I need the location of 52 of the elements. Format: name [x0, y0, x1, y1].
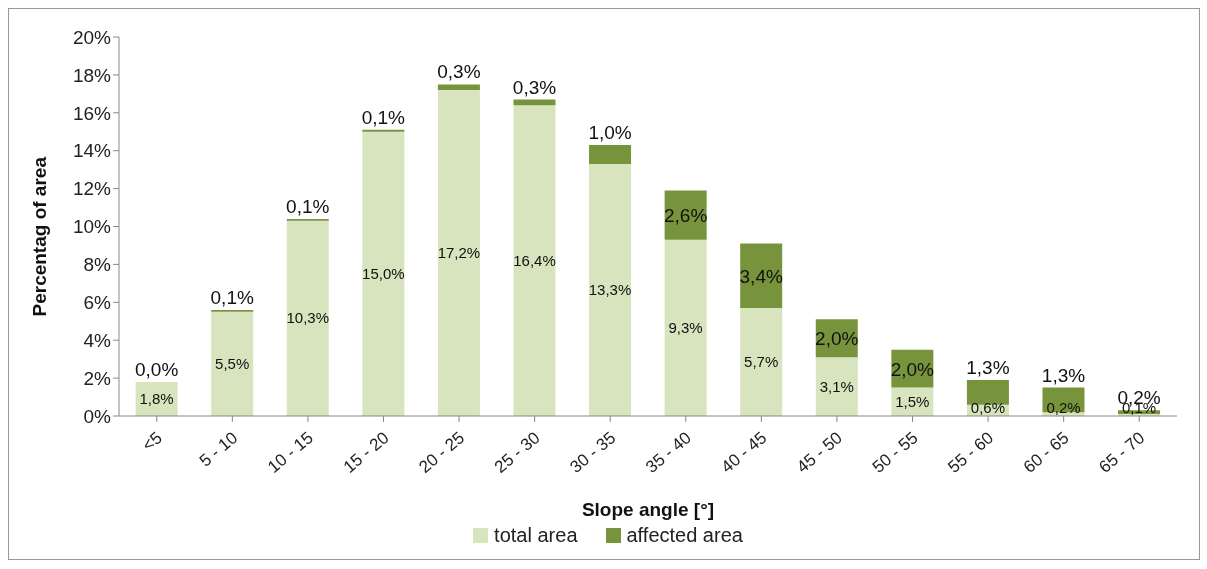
- y-tick-label: 16%: [72, 102, 112, 124]
- data-label: 1,3%: [966, 356, 1010, 378]
- data-label: 0,6%: [970, 399, 1006, 416]
- data-label: 1,8%: [139, 389, 174, 407]
- data-label: 13,3%: [588, 280, 632, 298]
- data-label: 1,3%: [1041, 364, 1086, 386]
- x-tick-label: 65 - 70: [1095, 428, 1149, 477]
- x-tick-label: 35 - 40: [642, 428, 695, 477]
- data-label: 15,0%: [362, 264, 405, 282]
- x-tick-label: 10 - 15: [264, 428, 317, 477]
- y-axis-title: Percentag of area: [28, 156, 50, 317]
- y-tick-label: 18%: [72, 64, 112, 86]
- data-label: 0,1%: [210, 286, 254, 308]
- y-tick-label: 8%: [83, 254, 112, 276]
- x-tick-label: 30 - 35: [566, 428, 620, 477]
- data-label: 5,7%: [744, 352, 779, 370]
- data-label: 0,2%: [1046, 399, 1081, 416]
- x-tick-label: 60 - 65: [1019, 428, 1073, 477]
- x-tick-label: 5 - 10: [195, 428, 242, 471]
- data-label: 0,3%: [437, 61, 481, 83]
- y-tick-label: 0%: [83, 405, 112, 427]
- y-tick-label: 20%: [72, 26, 112, 48]
- data-label: 1,5%: [895, 392, 930, 410]
- x-tick-label: 45 - 50: [793, 428, 846, 477]
- x-tick-label: 55 - 60: [944, 428, 998, 477]
- data-label: 2,0%: [815, 328, 859, 350]
- data-label: 5,5%: [215, 354, 250, 372]
- data-label: 3,1%: [819, 377, 854, 395]
- data-label: 0,3%: [512, 76, 557, 98]
- y-tick-label: 10%: [72, 216, 112, 238]
- x-tick-label: <5: [138, 428, 166, 456]
- data-label: 17,2%: [437, 244, 481, 262]
- data-label: 1,0%: [588, 122, 632, 144]
- data-label: 9,3%: [668, 318, 703, 336]
- y-tick-label: 12%: [72, 178, 112, 200]
- data-label: 10,3%: [286, 309, 330, 327]
- x-tick-label: 15 - 20: [339, 428, 393, 477]
- x-tick-label: 50 - 55: [868, 428, 922, 477]
- legend-label: affected area: [625, 524, 743, 547]
- y-tick-label: 6%: [83, 292, 112, 314]
- x-tick-label: 25 - 30: [490, 428, 544, 477]
- y-tick-label: 4%: [83, 329, 112, 351]
- data-label: 0,1%: [361, 106, 406, 128]
- x-axis-title: Slope angle [°]: [581, 499, 715, 520]
- y-tick-label: 14%: [72, 140, 112, 162]
- data-label: 16,4%: [513, 251, 556, 269]
- x-tick-label: 20 - 25: [415, 428, 469, 477]
- data-label: 0,1%: [286, 195, 330, 217]
- data-label: 0,0%: [134, 358, 179, 380]
- y-tick-label: 2%: [83, 367, 112, 389]
- x-tick-label: 40 - 45: [717, 428, 771, 477]
- legend-label: total area: [493, 524, 578, 547]
